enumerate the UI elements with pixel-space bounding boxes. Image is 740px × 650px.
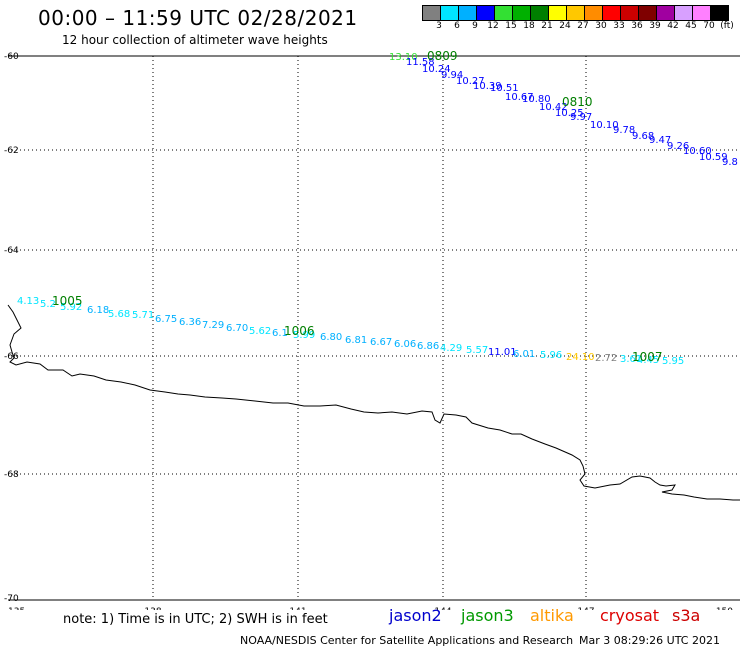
satellite-name: s3a bbox=[672, 606, 701, 625]
wave-height-value: 13.10 bbox=[389, 52, 418, 63]
wave-height-value: 10.51 bbox=[490, 83, 519, 94]
longitude-tick-label: 147 bbox=[577, 607, 594, 610]
color-scale-label: 70 bbox=[703, 21, 715, 31]
wave-height-value: 6.86 bbox=[417, 341, 439, 352]
wave-height-value: 6.67 bbox=[370, 337, 392, 348]
wave-height-value: 5.62 bbox=[249, 326, 271, 337]
generated-timestamp: Mar 3 08:29:26 UTC 2021 bbox=[579, 634, 720, 647]
wave-height-value: 6.18 bbox=[87, 305, 109, 316]
wave-height-value: 4.45 bbox=[637, 355, 659, 366]
satellite-track-2: 4.13 5.2 5.92 6.185.68 5.71 6.75 6.36 7.29 6.70 5… bbox=[17, 294, 684, 367]
color-scale-label: 18 bbox=[523, 21, 535, 31]
lat-lon-grid: -60 -62 -64 -66 -68 -70 135 138 141 144 147 150 bbox=[4, 52, 740, 610]
color-scale-label: 24 bbox=[559, 21, 571, 31]
latitude-tick-label: -64 bbox=[4, 246, 19, 256]
wave-height-value: 10.27 bbox=[456, 76, 485, 87]
wave-height-value: 10.39 bbox=[473, 81, 502, 92]
wave-height-value: 5.68 bbox=[108, 309, 130, 320]
color-scale-label: 42 bbox=[667, 21, 679, 31]
color-swatch bbox=[710, 5, 729, 21]
pass-time-label: 1006 bbox=[284, 324, 315, 338]
color-scale-label: 39 bbox=[649, 21, 661, 31]
longitude-tick-label: 144 bbox=[434, 607, 451, 610]
wave-height-value: 5.92 bbox=[60, 302, 82, 313]
map-title: 00:00 – 11:59 UTC 02/28/2021 bbox=[38, 6, 358, 30]
pass-time-label: 0810 bbox=[562, 95, 593, 109]
satellite-track-1: 13.1011.5810.249.9410.2710.3910.5110.671… bbox=[389, 49, 738, 168]
pass-time-label: 0809 bbox=[427, 49, 458, 63]
latitude-tick-label: -70 bbox=[4, 594, 19, 604]
wave-height-value: 5.2 bbox=[40, 299, 56, 310]
wave-height-value: 5.96 bbox=[540, 350, 562, 361]
wave-height-value: 10.59 bbox=[699, 152, 728, 163]
longitude-tick-label: 141 bbox=[289, 607, 306, 610]
wave-height-value: 7.29 bbox=[202, 320, 224, 331]
color-scale-label: 6 bbox=[454, 21, 460, 31]
color-scale-label: 12 bbox=[487, 21, 499, 31]
longitude-tick-label: 150 bbox=[716, 607, 733, 610]
wave-height-value: 10.60 bbox=[683, 146, 712, 157]
wave-height-value: 6.81 bbox=[345, 335, 367, 346]
credit-line: NOAA/NESDIS Center for Satellite Applica… bbox=[240, 634, 574, 647]
wave-height-value: 9.47 bbox=[649, 135, 671, 146]
wave-height-value: 9.68 bbox=[632, 131, 654, 142]
wave-height-value: 6.70 bbox=[226, 323, 248, 334]
color-scale-label: 27 bbox=[577, 21, 589, 31]
wave-height-value: 10.42 bbox=[539, 102, 568, 113]
wave-height-value: 4.29 bbox=[440, 343, 462, 354]
latitude-tick-label: -66 bbox=[4, 352, 19, 362]
longitude-tick-label: 135 bbox=[8, 607, 25, 610]
wave-height-value: 9.8 bbox=[722, 157, 738, 168]
wave-height-value: 9.94 bbox=[441, 70, 463, 81]
satellite-name: altika bbox=[530, 606, 574, 625]
color-scale-label: 30 bbox=[595, 21, 607, 31]
wave-height-value: 6.01 bbox=[513, 349, 535, 360]
pass-time-label: 1005 bbox=[52, 294, 83, 308]
footnote: note: 1) Time is in UTC; 2) SWH is in fe… bbox=[63, 612, 328, 627]
wave-height-value: 10.80 bbox=[522, 94, 551, 105]
wave-height-value: 11.01 bbox=[488, 347, 517, 358]
wave-height-value: 5.57 bbox=[466, 345, 488, 356]
wave-height-value: 2.72 bbox=[595, 353, 617, 364]
color-scale-label: 45 bbox=[685, 21, 697, 31]
wave-height-value: 9.26 bbox=[667, 141, 689, 152]
satellite-name: cryosat bbox=[600, 606, 660, 625]
wave-height-value: 9.78 bbox=[613, 125, 635, 136]
wave-height-value: 9.97 bbox=[570, 112, 592, 123]
wave-height-value: 11.58 bbox=[406, 57, 435, 68]
color-scale-label: 33 bbox=[613, 21, 625, 31]
pass-time-label: 1007 bbox=[632, 350, 663, 364]
wave-height-value: 6.06 bbox=[394, 339, 416, 350]
longitude-tick-label: 138 bbox=[144, 607, 161, 610]
color-scale-label: 36 bbox=[631, 21, 643, 31]
latitude-tick-label: -62 bbox=[4, 146, 19, 156]
wave-height-value: 10.24 bbox=[422, 64, 451, 75]
color-scale-label: 9 bbox=[472, 21, 478, 31]
wave-height-map: -60 -62 -64 -66 -68 -70 135 138 141 144 147 150 13.… bbox=[4, 49, 740, 610]
color-scale-label: 3 bbox=[436, 21, 442, 31]
wave-height-value: 10.25 bbox=[555, 108, 584, 119]
wave-height-value: 6.1 bbox=[272, 328, 288, 339]
wave-height-value: 5.99 bbox=[293, 330, 315, 341]
map-subtitle: 12 hour collection of altimeter wave hei… bbox=[62, 33, 328, 47]
wave-height-value: 10.10 bbox=[590, 120, 619, 131]
wave-height-value: 3.61 bbox=[620, 354, 642, 365]
wave-height-value: 6.80 bbox=[320, 332, 342, 343]
satellite-name: jason3 bbox=[461, 606, 514, 625]
antarctic-coastline bbox=[7, 304, 740, 501]
wave-height-value: 5.71 bbox=[132, 310, 154, 321]
wave-height-value: 4.13 bbox=[17, 296, 39, 307]
wave-height-value: 5.95 bbox=[662, 356, 684, 367]
wave-height-value: 6.36 bbox=[179, 317, 201, 328]
wave-height-value: 24.10 bbox=[566, 352, 595, 363]
color-scale-label: (ft) bbox=[720, 21, 734, 31]
color-scale-label: 21 bbox=[541, 21, 553, 31]
wave-height-value: 10.67 bbox=[505, 92, 534, 103]
wave-height-value: 6.75 bbox=[155, 314, 177, 325]
color-scale-bar bbox=[422, 5, 729, 21]
latitude-tick-label: -68 bbox=[4, 470, 19, 480]
latitude-tick-label: -60 bbox=[4, 52, 19, 62]
color-scale-label: 15 bbox=[505, 21, 517, 31]
satellite-name: jason2 bbox=[389, 606, 442, 625]
